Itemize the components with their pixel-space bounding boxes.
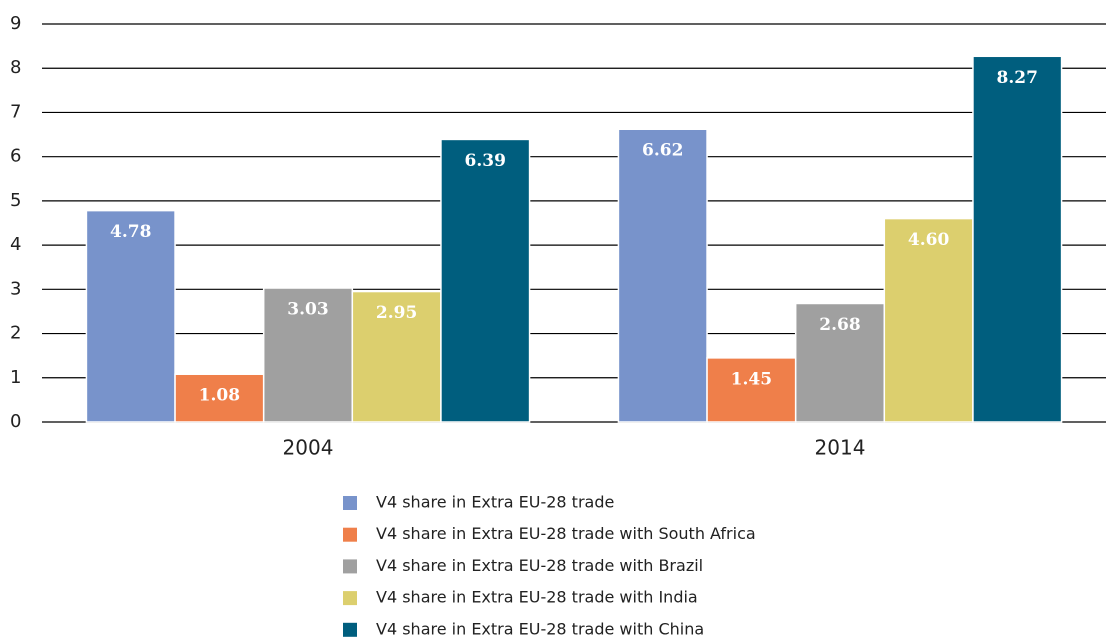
bar [883, 217, 974, 423]
y-tick-label: 9 [10, 13, 21, 34]
y-tick-label: 2 [10, 323, 21, 344]
bar [262, 287, 354, 423]
legend-swatch [343, 591, 357, 606]
y-tick-label: 8 [10, 57, 21, 78]
legend-swatch [343, 622, 357, 637]
value-label: 4.78 [110, 222, 151, 242]
legend-label: V4 share in Extra EU-28 trade [376, 493, 614, 512]
legend-label: V4 share in Extra EU-28 trade with Brazi… [376, 556, 703, 575]
legend-label: V4 share in Extra EU-28 trade with China [376, 619, 704, 638]
y-tick-label: 6 [10, 146, 21, 167]
value-label: 8.27 [997, 68, 1038, 88]
bar [617, 128, 708, 423]
legend-swatch [343, 559, 357, 574]
x-tick-label: 2014 [815, 436, 866, 460]
value-label: 1.08 [199, 386, 240, 406]
bar [794, 302, 886, 423]
y-tick-label: 1 [10, 367, 21, 388]
bar [351, 290, 442, 423]
bar [706, 357, 797, 423]
bar [972, 55, 1063, 423]
value-label: 1.45 [731, 369, 772, 389]
value-label: 4.60 [908, 230, 950, 250]
y-tick-label: 5 [10, 190, 21, 211]
legend-label: V4 share in Extra EU-28 trade with South… [376, 524, 756, 543]
legend-label: V4 share in Extra EU-28 trade with India [376, 588, 698, 607]
y-tick-label: 4 [10, 234, 21, 255]
legend-swatch [343, 527, 357, 542]
value-label: 2.95 [376, 303, 417, 323]
value-label: 2.68 [819, 315, 860, 335]
value-label: 6.62 [642, 141, 683, 161]
y-tick-label: 0 [10, 411, 21, 432]
value-label: 3.03 [287, 300, 328, 320]
y-tick-label: 3 [10, 278, 21, 299]
bar [85, 209, 176, 423]
value-label: 6.39 [465, 151, 506, 171]
y-tick-label: 7 [10, 101, 21, 122]
legend-swatch [343, 496, 357, 510]
x-tick-label: 2004 [283, 436, 334, 460]
bar [440, 138, 531, 423]
